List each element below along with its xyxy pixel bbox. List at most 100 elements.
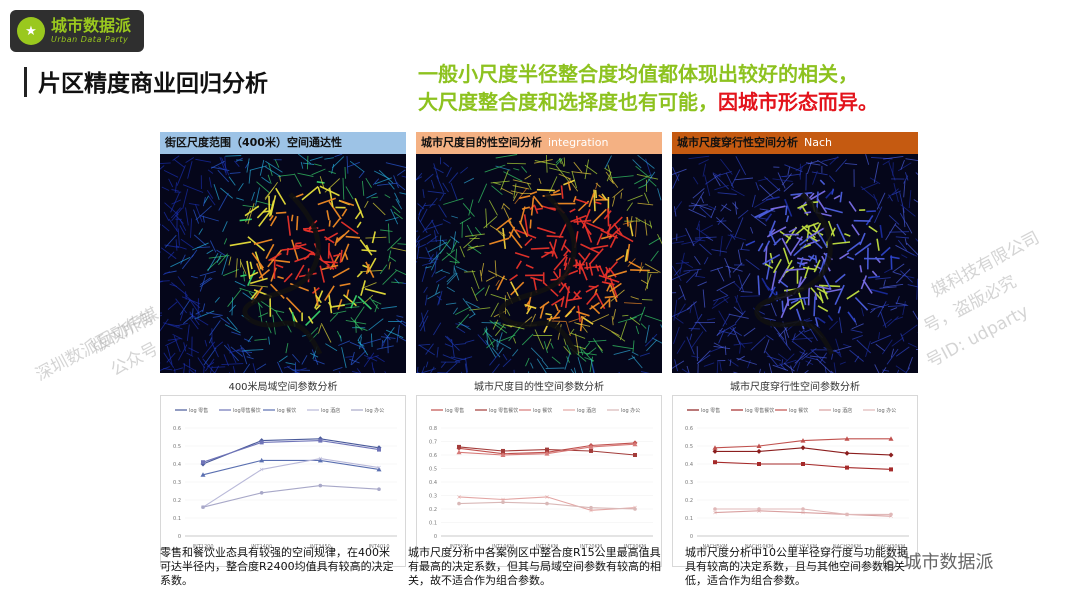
map-street-segment xyxy=(598,274,620,283)
map-street-segment xyxy=(734,310,746,324)
map-street-segment xyxy=(814,292,818,301)
map-street-segment xyxy=(474,287,485,296)
map-street-segment xyxy=(545,154,548,173)
map-street-segment xyxy=(183,363,186,373)
map-street-segment xyxy=(536,188,555,192)
map-street-segment xyxy=(870,304,889,311)
map-street-segment xyxy=(765,261,771,280)
map-street-segment xyxy=(887,316,899,327)
map-street-segment xyxy=(292,354,300,363)
map-street-segment xyxy=(170,207,181,219)
map-street-segment xyxy=(648,237,661,246)
map-street-segment xyxy=(734,177,754,181)
map-street-segment xyxy=(620,192,623,199)
data-point xyxy=(800,445,806,451)
map-street-segment xyxy=(446,252,460,264)
x-tick-label: NACH20KM xyxy=(833,544,861,550)
map-street-segment xyxy=(673,206,677,217)
map-street-segment xyxy=(191,249,198,258)
map-street-segment xyxy=(691,355,700,359)
map-street-segment xyxy=(261,176,271,184)
map-street-segment xyxy=(552,189,561,194)
map-street-segment xyxy=(712,172,721,178)
map-street-segment xyxy=(427,241,448,253)
map-street-segment xyxy=(445,302,457,305)
map-street-segment xyxy=(205,311,223,316)
map-street-segment xyxy=(555,157,562,164)
map-street-segment xyxy=(327,301,333,309)
map-street-segment xyxy=(807,160,819,165)
map-street-segment xyxy=(692,236,704,246)
map-street-segment xyxy=(609,277,619,299)
map-street-segment xyxy=(530,247,550,250)
map-street-segment xyxy=(883,155,904,160)
map-street-segment xyxy=(396,318,406,327)
map-street-segment xyxy=(332,218,341,228)
map-street-segment xyxy=(695,269,699,277)
map-street-segment xyxy=(878,332,880,340)
map-street-segment xyxy=(529,219,532,229)
map-street-segment xyxy=(727,234,747,241)
map-street-segment xyxy=(193,234,207,246)
map-street-segment xyxy=(801,347,817,361)
map-street-segment xyxy=(495,165,511,171)
map-street-segment xyxy=(915,349,918,351)
map-street-segment xyxy=(424,223,443,231)
map-street-segment xyxy=(239,218,252,222)
map-street-segment xyxy=(170,256,191,268)
map-street-segment xyxy=(332,267,350,279)
map-street-segment xyxy=(702,289,706,308)
map-river xyxy=(242,192,323,356)
map-street-segment xyxy=(604,155,612,169)
map-street-segment xyxy=(433,163,439,180)
map-street-segment xyxy=(425,266,432,269)
x-tick-label: INT15KM xyxy=(536,544,558,550)
map-street-segment xyxy=(811,171,828,176)
map-street-segment xyxy=(895,268,911,284)
map-street-segment xyxy=(796,361,801,372)
map-street-segment xyxy=(329,312,339,322)
map-street-segment xyxy=(451,339,455,358)
x-tick-label: NACH15KM xyxy=(789,544,817,550)
map-street-segment xyxy=(600,324,620,336)
data-point xyxy=(756,443,762,448)
map-street-segment xyxy=(388,256,397,262)
data-point xyxy=(712,448,718,454)
data-point: × xyxy=(376,465,381,472)
map-street-segment xyxy=(747,360,751,369)
map-street-segment xyxy=(268,252,282,262)
map-street-segment xyxy=(183,315,194,324)
map-street-segment xyxy=(490,293,510,301)
map-street-segment xyxy=(336,330,342,339)
y-tick-label: 0.8 xyxy=(429,426,437,432)
map-street-segment xyxy=(745,240,756,247)
map-street-segment xyxy=(577,357,584,373)
map-street-segment xyxy=(279,175,282,182)
map-street-segment xyxy=(651,337,662,344)
map-street-segment xyxy=(799,351,807,356)
headline-line-1: 一般小尺度半径整合度均值都体现出较好的相关， xyxy=(418,62,858,86)
data-point xyxy=(844,450,850,456)
map-street-segment xyxy=(190,218,193,238)
map-street-segment xyxy=(637,154,655,169)
map-street-segment xyxy=(725,172,734,189)
map-street-segment xyxy=(715,216,733,233)
map-street-segment xyxy=(512,349,519,357)
map-street-segment xyxy=(716,220,727,223)
map-street-segment xyxy=(440,270,450,274)
map-street-segment xyxy=(208,177,212,188)
map-street-segment xyxy=(743,327,756,337)
map-street-segment xyxy=(265,243,275,259)
map-street-segment xyxy=(243,349,264,352)
map-street-segment xyxy=(873,193,881,209)
map-street-segment xyxy=(216,249,226,257)
map-street-segment xyxy=(577,323,591,327)
map-street-segment xyxy=(374,177,392,185)
map-street-segment xyxy=(530,197,535,216)
y-tick-label: 0.4 xyxy=(685,462,693,468)
map-street-segment xyxy=(484,328,495,348)
map-street-segment xyxy=(363,354,378,362)
map-street-segment xyxy=(427,190,446,194)
map-street-segment xyxy=(361,249,377,252)
map-street-segment xyxy=(699,206,712,219)
